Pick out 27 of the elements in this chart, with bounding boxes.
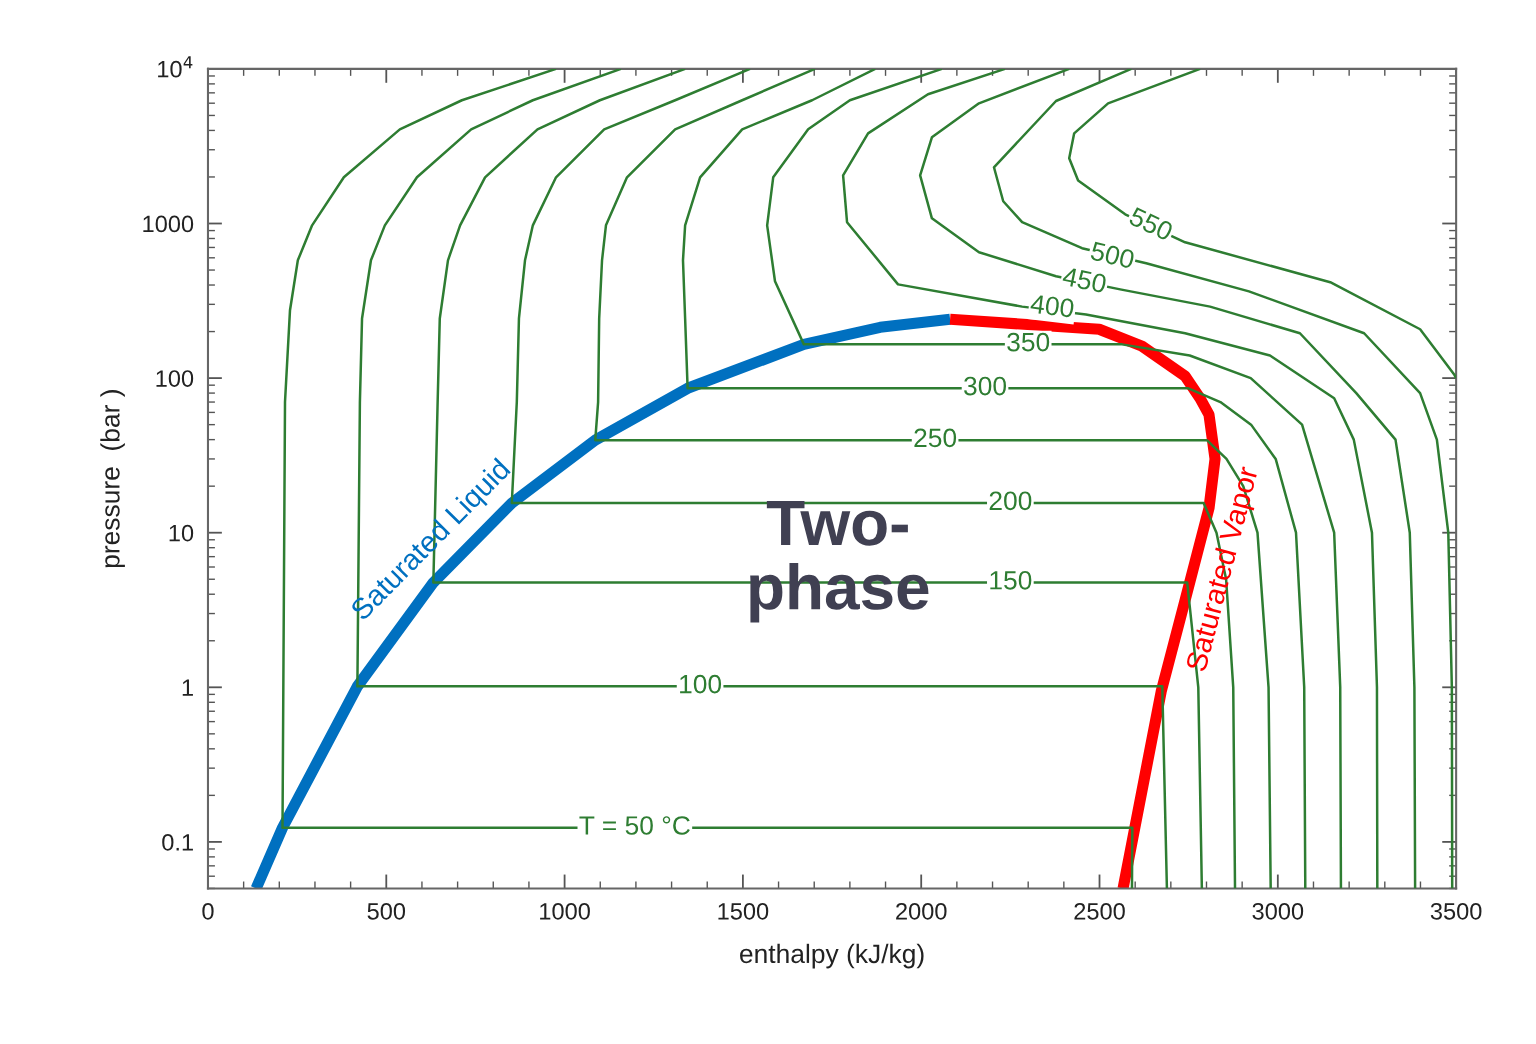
y-tick-label: 1000: [143, 215, 194, 233]
annotation: 150: [990, 570, 1032, 590]
x-tick-label: 2500: [1074, 902, 1125, 920]
x-axis-title: enthalpy (kJ/kg): [740, 943, 924, 969]
annotation: 400: [1029, 294, 1075, 318]
x-tick-label: 3500: [1430, 902, 1482, 920]
x-tick-label: 1500: [718, 902, 769, 920]
text: Saturated Vapor: [1184, 465, 1264, 674]
y-tick-label: 0.1: [162, 833, 193, 851]
y-tick-label: 10: [169, 524, 194, 542]
annotation: 250: [914, 428, 957, 448]
y-tick-label: 100: [156, 370, 194, 387]
annotation: 200: [989, 491, 1032, 511]
annotation: T = 50 °C: [579, 816, 690, 835]
x-tick-label: 500: [367, 902, 406, 920]
line-series: [594, 68, 1272, 889]
annotation: 100: [680, 674, 722, 694]
x-tick-label: 3000: [1252, 902, 1304, 920]
annotation: 550: [1128, 206, 1175, 242]
y-axis-title: pressure (bar ): [100, 390, 125, 568]
x-tick-label: 0: [202, 902, 214, 920]
y-tick-label: 1: [182, 679, 193, 696]
x-tick-label: 1000: [540, 902, 590, 920]
annotation: 300: [964, 376, 1007, 396]
y-tick-label: 10$^{4}$: [158, 56, 193, 78]
annotation: 350: [1007, 332, 1050, 352]
x-tick-label: 2000: [896, 902, 947, 920]
